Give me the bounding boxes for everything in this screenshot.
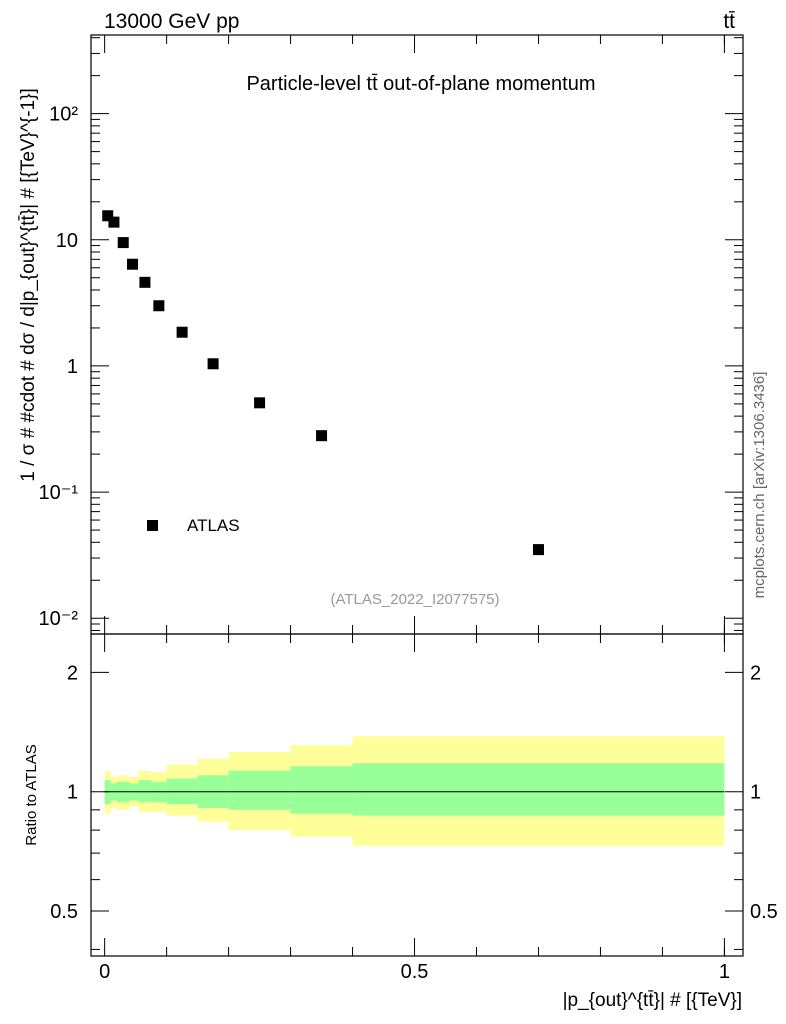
ratio-y-axis-label: Ratio to ATLAS xyxy=(23,744,40,845)
atlas-data-point xyxy=(127,258,139,270)
main-frame xyxy=(90,34,744,635)
ratio-y-tick-label-right: 1 xyxy=(750,782,761,804)
atlas-data-point xyxy=(532,544,544,556)
x-tick-label: 0.5 xyxy=(401,961,429,983)
ratio-inner-band-bin xyxy=(290,766,353,814)
main-y-tick-label: 10 xyxy=(56,230,78,252)
main-y-axis-label: 1 / σ # #cdot # dσ / d|p_{out}^{tt̄}| # … xyxy=(18,88,39,481)
legend-label: ATLAS xyxy=(187,516,240,535)
main-data-layer xyxy=(102,210,544,556)
legend-marker xyxy=(147,520,158,531)
x-axis-label: |p_{out}^{tt̄}| # [{TeV}] xyxy=(563,990,742,1011)
main-y-tick-label: 10⁻² xyxy=(39,608,79,630)
atlas-data-point xyxy=(254,397,266,409)
ratio-bands xyxy=(104,736,725,846)
main-axes: 10⁻² 10⁻¹ 1 10 10² xyxy=(39,35,743,634)
atlas-data-point xyxy=(117,237,129,249)
atlas-data-point xyxy=(102,210,114,222)
ratio-frame xyxy=(90,633,744,957)
ratio-inner-band-bin xyxy=(228,770,291,810)
atlas-data-point xyxy=(139,276,151,288)
ratio-y-tick-label-left: 0.5 xyxy=(50,901,78,923)
atlas-data-point xyxy=(316,430,328,442)
energy-label: 13000 GeV pp xyxy=(104,10,239,33)
ratio-axes: 0.5 1 2 0.5 1 2 0 0.5 1 xyxy=(50,634,778,983)
main-y-tick-label: 1 xyxy=(67,356,78,378)
ratio-y-tick-label-left: 2 xyxy=(67,662,78,684)
x-tick-label: 0 xyxy=(99,961,110,983)
process-label: tt̄ xyxy=(723,10,735,33)
main-y-tick-label: 10² xyxy=(49,104,78,126)
main-y-tick-label: 10⁻¹ xyxy=(39,482,79,504)
atlas-data-point xyxy=(108,216,120,228)
side-credit-label: mcplots.cern.ch [arXiv:1306.3436] xyxy=(751,372,768,599)
legend: ATLAS xyxy=(147,516,240,535)
ratio-panel: 0.5 1 2 0.5 1 2 0 0.5 1 Ratio to ATLAS |p_{out}^… xyxy=(23,633,778,1011)
main-title: Particle-level tt̄ out-of-plane momentum xyxy=(246,73,595,95)
ratio-y-tick-label-right: 0.5 xyxy=(750,901,778,923)
atlas-data-point xyxy=(153,300,165,312)
ratio-y-tick-label-left: 1 xyxy=(67,782,78,804)
x-tick-label: 1 xyxy=(719,961,730,983)
atlas-data-point xyxy=(176,326,188,338)
ratio-inner-band-bin xyxy=(352,763,725,816)
ratio-y-tick-label-right: 2 xyxy=(750,662,761,684)
analysis-watermark: (ATLAS_2022_I2077575) xyxy=(330,591,499,608)
main-panel: Particle-level tt̄ out-of-plane momentum… xyxy=(18,34,744,635)
atlas-data-point xyxy=(207,358,219,370)
